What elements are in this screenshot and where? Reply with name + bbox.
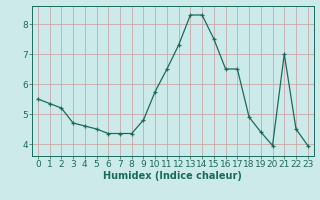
X-axis label: Humidex (Indice chaleur): Humidex (Indice chaleur) bbox=[103, 171, 242, 181]
